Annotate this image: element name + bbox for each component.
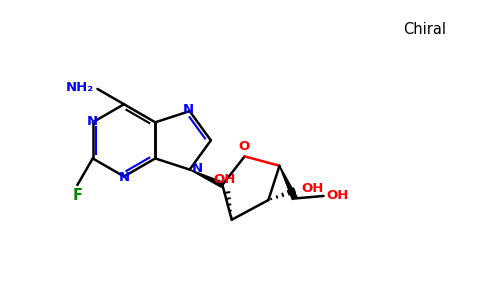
Text: O: O (238, 140, 249, 152)
Text: N: N (183, 103, 194, 116)
Text: NH₂: NH₂ (65, 81, 93, 94)
Text: N: N (87, 115, 98, 128)
Text: OH: OH (326, 190, 349, 202)
Text: F: F (73, 188, 82, 203)
Text: Chiral: Chiral (404, 22, 447, 37)
Polygon shape (190, 169, 224, 187)
Text: OH: OH (301, 182, 323, 195)
Text: N: N (192, 162, 203, 175)
Polygon shape (279, 166, 297, 200)
Text: OH: OH (213, 173, 236, 186)
Text: N: N (119, 171, 130, 184)
